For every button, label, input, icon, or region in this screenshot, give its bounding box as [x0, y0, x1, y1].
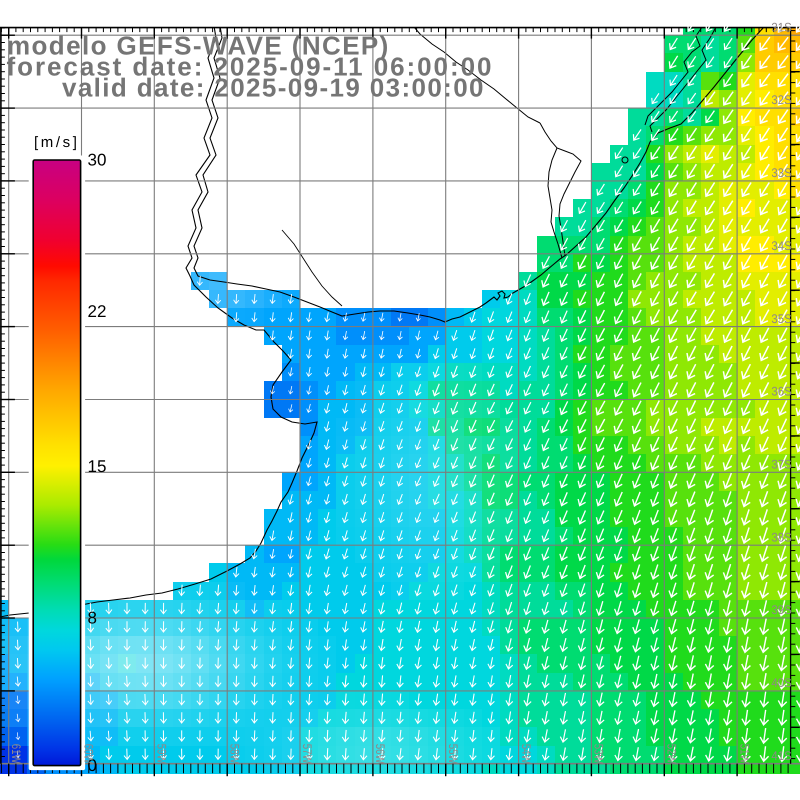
svg-text:modelo GEFS-WAVE (NCEP): modelo GEFS-WAVE (NCEP) — [7, 31, 390, 61]
svg-text:51W: 51W — [737, 744, 751, 764]
svg-text:35S: 35S — [771, 312, 791, 326]
svg-text:valid date: 2025-09-19 03:00:0: valid date: 2025-09-19 03:00:00 — [62, 73, 485, 103]
svg-text:22: 22 — [88, 302, 107, 321]
svg-text:56W: 56W — [373, 744, 387, 764]
svg-text:55W: 55W — [446, 744, 460, 764]
svg-text:60W: 60W — [82, 744, 96, 764]
svg-text:37S: 37S — [771, 457, 791, 471]
svg-text:40S: 40S — [771, 676, 791, 690]
svg-text:[m/s]: [m/s] — [34, 134, 80, 151]
svg-text:58W: 58W — [227, 744, 241, 764]
svg-text:32S: 32S — [771, 93, 791, 107]
svg-text:59W: 59W — [155, 744, 169, 764]
svg-text:38S: 38S — [771, 530, 791, 544]
svg-text:54W: 54W — [519, 744, 533, 764]
svg-text:61W: 61W — [9, 744, 23, 764]
svg-text:31S: 31S — [771, 20, 791, 34]
svg-text:34S: 34S — [771, 239, 791, 253]
svg-text:57W: 57W — [300, 744, 314, 764]
svg-text:39S: 39S — [771, 603, 791, 617]
svg-text:forecast date: 2025-09-11 06:0: forecast date: 2025-09-11 06:00:00 — [7, 52, 494, 82]
svg-text:0: 0 — [88, 756, 97, 775]
svg-text:52W: 52W — [665, 744, 679, 764]
svg-text:33S: 33S — [771, 166, 791, 180]
svg-text:8: 8 — [88, 609, 97, 628]
svg-text:36S: 36S — [771, 385, 791, 399]
svg-text:41S: 41S — [771, 749, 791, 763]
svg-text:30: 30 — [88, 151, 107, 170]
svg-text:53W: 53W — [592, 744, 606, 764]
svg-text:15: 15 — [88, 457, 107, 476]
